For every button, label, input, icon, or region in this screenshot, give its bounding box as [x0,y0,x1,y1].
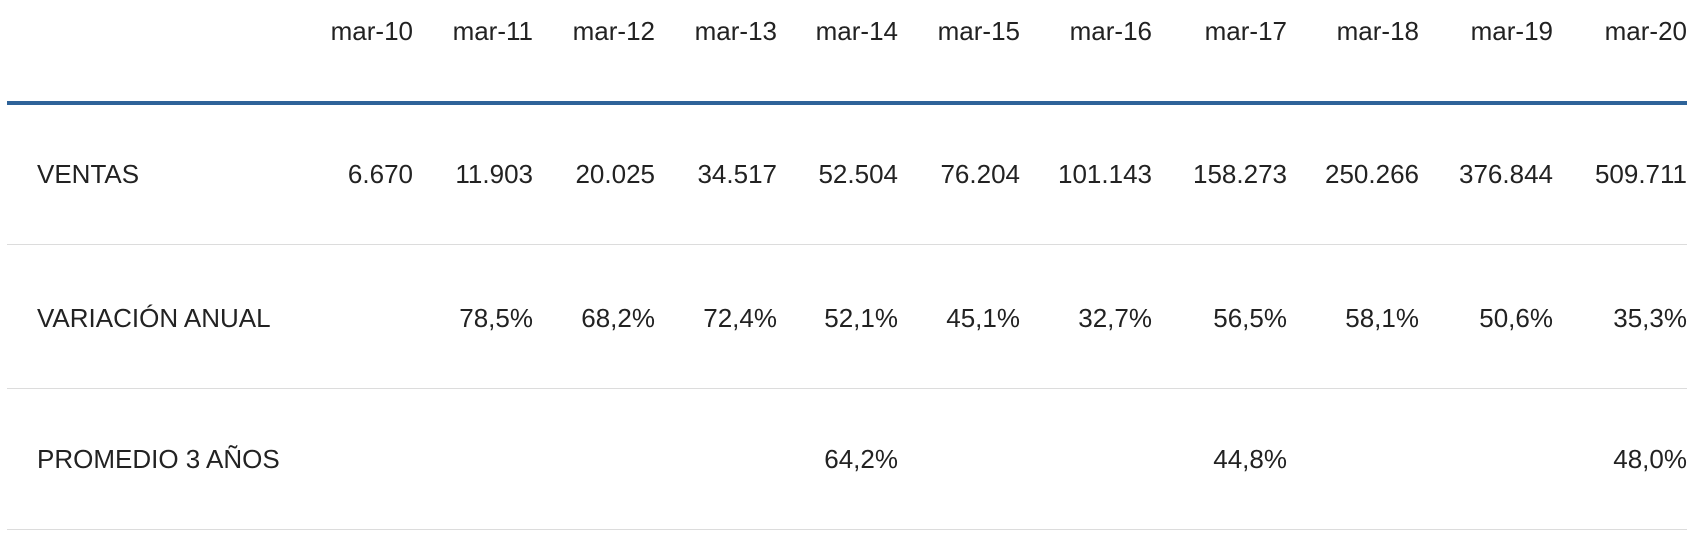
row-label: PROMEDIO 3 AÑOS [37,443,280,474]
table-cell: 32,7% [1078,302,1152,333]
table-cell: 45,1% [946,302,1020,333]
row-label: VARIACIÓN ANUAL [37,302,271,333]
row-divider [7,388,1687,389]
table-cell: 44,8% [1213,443,1287,474]
table-cell: 78,5% [459,302,533,333]
table-cell: 376.844 [1459,158,1553,189]
table-cell: 72,4% [703,302,777,333]
column-header: mar-20 [1604,16,1687,46]
table-cell: 101.143 [1058,158,1152,189]
header-rule [7,101,1687,105]
row-divider [7,529,1687,530]
column-header: mar-16 [1069,16,1152,46]
column-header: mar-19 [1470,16,1553,46]
table-cell: 35,3% [1613,302,1687,333]
table-cell: 48,0% [1613,443,1687,474]
table-cell: 509.711 [1594,158,1687,189]
column-header: mar-17 [1204,16,1287,46]
table-cell: 34.517 [697,158,777,189]
table-cell: 64,2% [824,443,898,474]
table-cell: 52,1% [824,302,898,333]
table-cell: 50,6% [1479,302,1553,333]
table-cell: 56,5% [1213,302,1287,333]
column-header: mar-12 [572,16,655,46]
row-divider [7,244,1687,245]
column-header: mar-15 [937,16,1020,46]
column-header: mar-10 [330,16,413,46]
column-header: mar-11 [452,16,533,46]
table-cell: 76.204 [940,158,1020,189]
column-header: mar-14 [815,16,898,46]
table-cell: 68,2% [581,302,655,333]
column-header: mar-18 [1336,16,1419,46]
table-cell: 58,1% [1345,302,1419,333]
column-header: mar-13 [694,16,777,46]
table-cell: 250.266 [1325,158,1419,189]
table-cell: 11.903 [455,158,533,189]
table-cell: 20.025 [575,158,655,189]
table-cell: 52.504 [818,158,898,189]
table-cell: 158.273 [1193,158,1287,189]
row-label: VENTAS [37,158,140,189]
table-cell: 6.670 [347,158,413,189]
